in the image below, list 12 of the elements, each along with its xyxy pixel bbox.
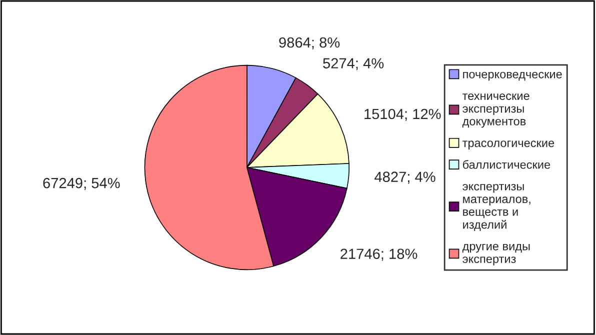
data-label: 67249; 54%	[43, 178, 120, 190]
legend-label: технические экспертизы документов	[462, 94, 530, 128]
legend-label: другие виды экспертиз	[462, 244, 530, 266]
data-label: 21746; 18%	[340, 248, 418, 261]
legend-label: трасологические	[462, 140, 554, 150]
legend-label: баллистические	[462, 160, 550, 169]
legend-label: экспертизы материалов, веществ и изделий	[462, 184, 530, 231]
legend-label: почерковедческие	[463, 72, 562, 81]
data-label: 4827; 4%	[374, 172, 436, 184]
data-label: 5274; 4%	[323, 58, 384, 70]
data-label: 9864; 8%	[279, 37, 340, 50]
data-label: 15104; 12%	[364, 108, 441, 121]
